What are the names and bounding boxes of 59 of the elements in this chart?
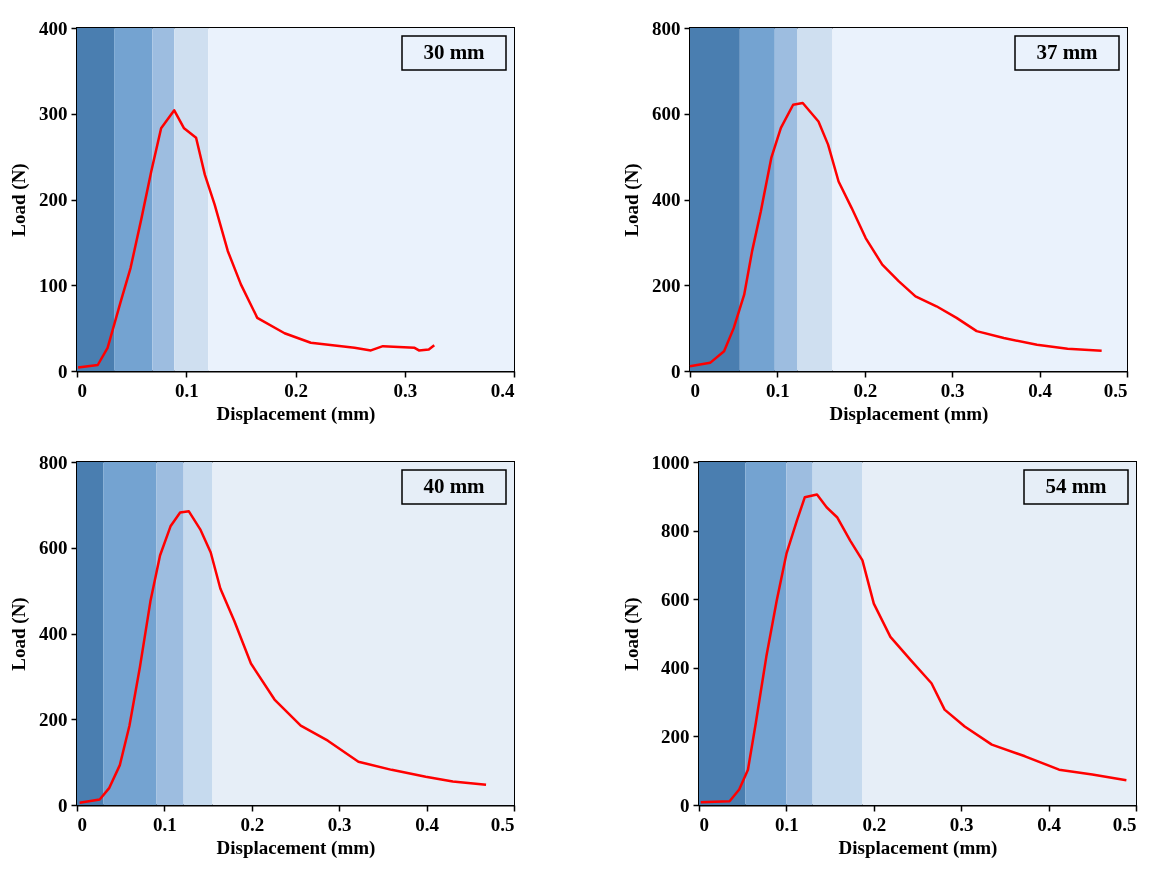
annotation: 37 mm — [1036, 40, 1099, 64]
x-axis-title: Displacement (mm) — [829, 402, 989, 425]
annotation: 54 mm — [1045, 474, 1108, 498]
y-tick-label: 200 — [39, 708, 68, 730]
x-tick-label: 0.1 — [153, 813, 177, 835]
x-tick-label: 0.2 — [284, 379, 308, 401]
y-tick-label: 300 — [39, 103, 68, 125]
x-axis-title: Displacement (mm) — [216, 836, 376, 859]
y-tick-label: 400 — [39, 17, 68, 39]
y-tick-label: 0 — [58, 794, 68, 816]
y-axis-title: Load (N) — [620, 597, 643, 671]
x-tick-label: 0.4 — [415, 813, 440, 835]
x-tick-label: 0.5 — [1112, 813, 1137, 835]
x-tick-label: 0.3 — [327, 813, 352, 835]
x-tick-label: 0 — [77, 813, 87, 835]
annotation: 30 mm — [423, 40, 486, 64]
x-tick-label: 0.1 — [174, 379, 199, 401]
x-tick-label: 0.5 — [1103, 379, 1128, 401]
x-tick-label: 0.2 — [853, 379, 878, 401]
y-tick-label: 0 — [671, 360, 681, 382]
line-series — [688, 101, 1103, 368]
x-tick-label: 0.4 — [1028, 379, 1053, 401]
y-tick-label: 400 — [661, 657, 690, 679]
x-tick-label: 0.4 — [490, 379, 515, 401]
x-tick-label: 0.1 — [766, 379, 790, 401]
x-axis-title: Displacement (mm) — [838, 836, 998, 859]
y-tick-label: 200 — [652, 274, 681, 296]
line-series — [699, 493, 1128, 804]
y-tick-label: 1000 — [651, 451, 690, 473]
y-tick-label: 600 — [39, 537, 68, 559]
line-series — [76, 109, 436, 369]
y-axis-title: Load (N) — [8, 163, 30, 237]
line-series — [78, 510, 488, 805]
y-tick-label: 0 — [58, 360, 68, 382]
x-tick-label: 0 — [699, 813, 709, 835]
y-axis-title: Load (N) — [8, 597, 30, 671]
y-axis-title: Load (N) — [621, 163, 643, 237]
x-tick-label: 0.3 — [949, 813, 974, 835]
x-tick-label: 0.4 — [1037, 813, 1062, 835]
y-tick-label: 200 — [39, 189, 68, 210]
y-tick-label: 400 — [39, 623, 68, 644]
x-tick-label: 0.2 — [862, 813, 887, 835]
x-tick-label: 0.3 — [393, 379, 418, 401]
x-tick-label: 0.3 — [940, 379, 965, 401]
x-axis-title: Displacement (mm) — [216, 402, 376, 425]
y-tick-label: 600 — [661, 588, 690, 610]
x-tick-label: 0.5 — [490, 813, 515, 835]
x-tick-label: 0 — [77, 379, 87, 401]
y-tick-label: 0 — [680, 794, 690, 816]
x-tick-label: 0.1 — [775, 813, 799, 835]
y-tick-label: 600 — [652, 103, 681, 125]
y-tick-label: 400 — [652, 189, 681, 210]
x-tick-label: 0.2 — [240, 813, 265, 835]
y-tick-label: 200 — [661, 725, 690, 747]
y-tick-label: 100 — [39, 274, 68, 296]
y-tick-label: 800 — [39, 451, 68, 473]
y-tick-label: 800 — [652, 17, 681, 39]
y-tick-label: 800 — [661, 520, 690, 542]
annotation: 40 mm — [423, 474, 486, 498]
